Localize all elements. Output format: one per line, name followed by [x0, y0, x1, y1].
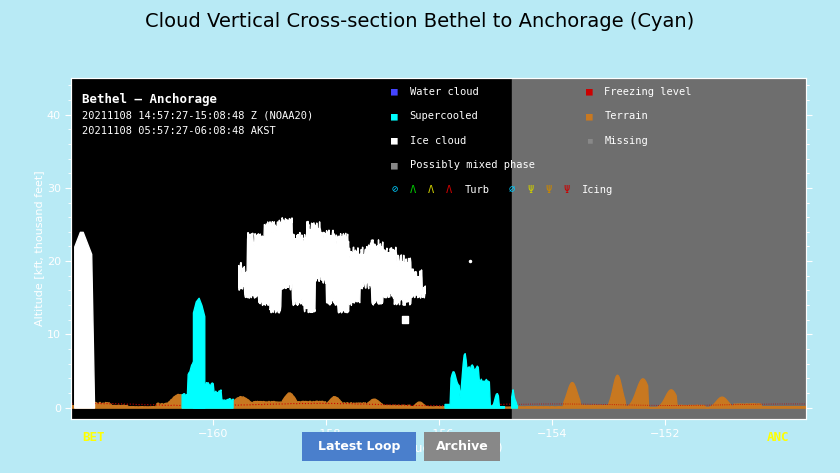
Text: Λ: Λ	[410, 184, 416, 195]
Text: ⌀: ⌀	[509, 184, 515, 195]
Text: Λ: Λ	[428, 184, 434, 195]
Text: Water cloud: Water cloud	[410, 87, 478, 96]
Text: Ψ: Ψ	[545, 184, 552, 195]
Text: Supercooled: Supercooled	[410, 111, 478, 121]
Bar	[512, 78, 806, 419]
Text: ■: ■	[391, 136, 398, 146]
X-axis label: Longitude (degrees): Longitude (degrees)	[375, 442, 502, 455]
Text: Possibly mixed phase: Possibly mixed phase	[410, 160, 534, 170]
Y-axis label: Altitude [kft, thousand feet]: Altitude [kft, thousand feet]	[34, 170, 44, 326]
Text: 20211108 05:57:27-06:08:48 AKST: 20211108 05:57:27-06:08:48 AKST	[82, 126, 276, 136]
Text: Bethel — Anchorage: Bethel — Anchorage	[82, 93, 218, 106]
Text: Cloud Vertical Cross-section Bethel to Anchorage (Cyan): Cloud Vertical Cross-section Bethel to A…	[145, 12, 695, 31]
Text: ■: ■	[391, 87, 398, 96]
Text: Missing: Missing	[604, 136, 648, 146]
Text: BET: BET	[82, 430, 105, 444]
Text: ■: ■	[586, 87, 593, 96]
Text: Ψ: Ψ	[528, 184, 533, 195]
Text: Ψ: Ψ	[564, 184, 570, 195]
Text: Icing: Icing	[582, 184, 613, 195]
Text: Turb: Turb	[465, 184, 490, 195]
Text: ◾: ◾	[586, 136, 593, 146]
Text: Latest Loop: Latest Loop	[318, 440, 401, 453]
Text: ⊘: ⊘	[391, 184, 397, 195]
Text: ■: ■	[586, 111, 593, 121]
Text: Freezing level: Freezing level	[604, 87, 692, 96]
Text: Ice cloud: Ice cloud	[410, 136, 465, 146]
Text: 20211108 14:57:27-15:08:48 Z (NOAA20): 20211108 14:57:27-15:08:48 Z (NOAA20)	[82, 110, 313, 121]
Text: Archive: Archive	[436, 440, 488, 453]
Text: ■: ■	[391, 111, 398, 121]
Text: ANC: ANC	[767, 430, 790, 444]
Text: ■: ■	[391, 160, 398, 170]
Text: Λ: Λ	[446, 184, 453, 195]
Text: Terrain: Terrain	[604, 111, 648, 121]
